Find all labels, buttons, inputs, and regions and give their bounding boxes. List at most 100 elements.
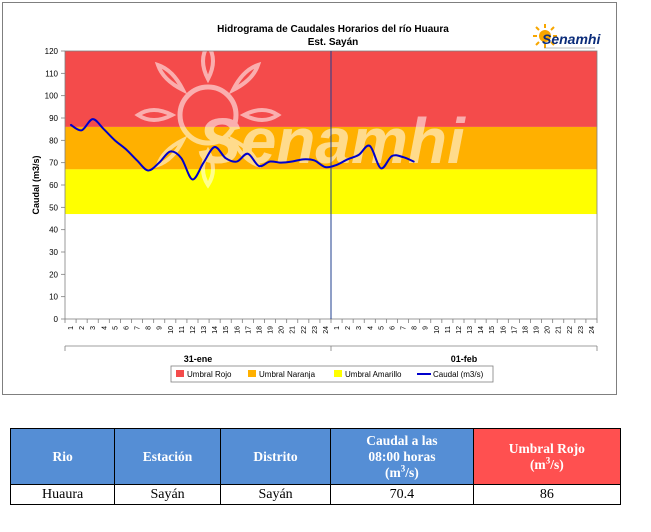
header-estacion: Estación bbox=[114, 428, 221, 485]
data-point bbox=[114, 139, 116, 141]
data-point bbox=[236, 160, 238, 163]
data-point bbox=[191, 178, 194, 181]
svg-text:Senamhi: Senamhi bbox=[542, 31, 601, 47]
x-tick-label: 17 bbox=[245, 326, 252, 334]
data-point bbox=[158, 162, 160, 164]
x-tick-label: 2 bbox=[345, 326, 352, 330]
x-tick-label: 17 bbox=[511, 326, 518, 334]
x-tick-label: 22 bbox=[567, 326, 574, 334]
x-tick-label: 12 bbox=[456, 326, 463, 334]
x-tick-label: 5 bbox=[112, 326, 119, 330]
data-point bbox=[69, 124, 72, 126]
data-point bbox=[214, 146, 216, 148]
data-point bbox=[103, 128, 105, 130]
data-point bbox=[324, 166, 327, 168]
x-tick-label: 6 bbox=[389, 326, 396, 330]
data-point bbox=[147, 169, 149, 172]
cell-caudal: 70.4 bbox=[330, 484, 474, 505]
chart-frame: Senamhi 0 10 20 30 40 50 60 70 80 90 100 110 120 1 2 3 4… bbox=[2, 2, 617, 395]
header-distrito: Distrito bbox=[219, 428, 332, 485]
watermark-sun-icon bbox=[134, 41, 282, 189]
x-tick-label: 21 bbox=[290, 326, 297, 334]
data-point bbox=[81, 129, 83, 131]
header-caudal-line2: 08:00 horas bbox=[368, 448, 436, 464]
x-tick-label: 21 bbox=[556, 326, 563, 334]
cell-estacion: Sayán bbox=[114, 484, 221, 505]
y-tick-label: 10 bbox=[49, 293, 58, 302]
cell-umbral: 86 bbox=[472, 484, 622, 505]
y-tick-label: 120 bbox=[45, 47, 59, 56]
legend-label: Caudal (m3/s) bbox=[433, 370, 484, 379]
x-tick-label: 6 bbox=[123, 326, 130, 330]
header-umbral-line1: Umbral Rojo bbox=[508, 440, 585, 456]
y-tick-label: 70 bbox=[49, 159, 58, 168]
x-tick-label: 2 bbox=[79, 326, 86, 330]
x-tick-label: 8 bbox=[146, 326, 153, 330]
y-tick-label: 30 bbox=[49, 248, 58, 257]
senamhi-logo: Senamhi bbox=[533, 24, 601, 49]
y-tick-label: 100 bbox=[45, 92, 59, 101]
header-caudal-line1: Caudal a las bbox=[366, 432, 438, 448]
data-point bbox=[258, 165, 260, 167]
header-umbral-unit-end: /s) bbox=[550, 456, 564, 472]
y-tick-label: 0 bbox=[54, 315, 59, 324]
header-caudal-exp: 3 bbox=[400, 463, 406, 473]
legend-swatch bbox=[176, 370, 184, 377]
x-tick-label: 7 bbox=[135, 326, 142, 330]
data-point bbox=[247, 153, 249, 155]
table-row: Huaura Sayán Sayán 70.4 86 bbox=[9, 484, 622, 505]
x-tick-label: 18 bbox=[522, 326, 529, 334]
x-tick-label: 1 bbox=[334, 326, 341, 330]
legend-label: Umbral Rojo bbox=[187, 370, 232, 379]
data-point bbox=[92, 118, 94, 120]
data-point bbox=[202, 162, 205, 164]
data-point bbox=[125, 148, 127, 150]
x-tick-label: 23 bbox=[578, 326, 585, 334]
x-tick-label: 15 bbox=[223, 326, 230, 334]
legend-label: Umbral Amarillo bbox=[345, 370, 402, 379]
x-tick-label: 11 bbox=[445, 326, 452, 333]
x-tick-label: 8 bbox=[412, 326, 419, 330]
x-tick-label: 19 bbox=[534, 326, 541, 334]
legend-swatch bbox=[334, 370, 342, 377]
data-point bbox=[136, 159, 138, 162]
data-point bbox=[402, 156, 404, 158]
x-tick-label: 14 bbox=[212, 326, 219, 334]
x-tick-label: 19 bbox=[268, 326, 275, 334]
data-point bbox=[347, 158, 349, 160]
header-rio: Rio bbox=[9, 428, 116, 485]
x-tick-label: 23 bbox=[312, 326, 319, 334]
header-caudal-unit-end: /s) bbox=[405, 464, 419, 480]
table-header-row: Rio Estación Distrito Caudal a las 08:00… bbox=[9, 428, 622, 485]
logo-sun-icon bbox=[533, 24, 557, 48]
x-tick-label: 14 bbox=[478, 326, 485, 334]
y-tick-label: 60 bbox=[49, 181, 58, 190]
header-umbral-unit: (m bbox=[529, 456, 546, 472]
data-point bbox=[413, 161, 415, 163]
x-tick-label: 15 bbox=[489, 326, 496, 334]
header-umbral-rojo: Umbral Rojo (m3/s) bbox=[472, 428, 622, 485]
x-tick-label: 1 bbox=[68, 326, 75, 330]
date-label: 31-ene bbox=[184, 354, 213, 364]
x-tick-label: 10 bbox=[434, 326, 441, 334]
data-point bbox=[169, 150, 171, 153]
x-tick-label: 20 bbox=[279, 326, 286, 334]
data-point bbox=[180, 157, 182, 159]
data-point bbox=[335, 164, 338, 166]
header-caudal-unit: (m bbox=[385, 464, 401, 480]
x-tick-label: 24 bbox=[589, 326, 596, 334]
chart-title: Hidrograma de Caudales Horarios del río … bbox=[217, 24, 449, 35]
x-tick-label: 12 bbox=[190, 326, 197, 334]
x-tick-label: 13 bbox=[201, 326, 208, 334]
x-tick-label: 24 bbox=[323, 326, 330, 334]
legend-swatch bbox=[248, 370, 256, 377]
y-axis-label: Caudal (m3/s) bbox=[31, 155, 41, 214]
y-tick-label: 110 bbox=[45, 69, 58, 78]
cell-distrito: Sayán bbox=[219, 484, 332, 505]
x-tick-label: 9 bbox=[423, 326, 430, 330]
data-point bbox=[291, 160, 293, 163]
y-tick-label: 90 bbox=[49, 114, 58, 123]
y-tick-label: 50 bbox=[49, 203, 58, 212]
header-umbral-exp: 3 bbox=[545, 455, 551, 465]
